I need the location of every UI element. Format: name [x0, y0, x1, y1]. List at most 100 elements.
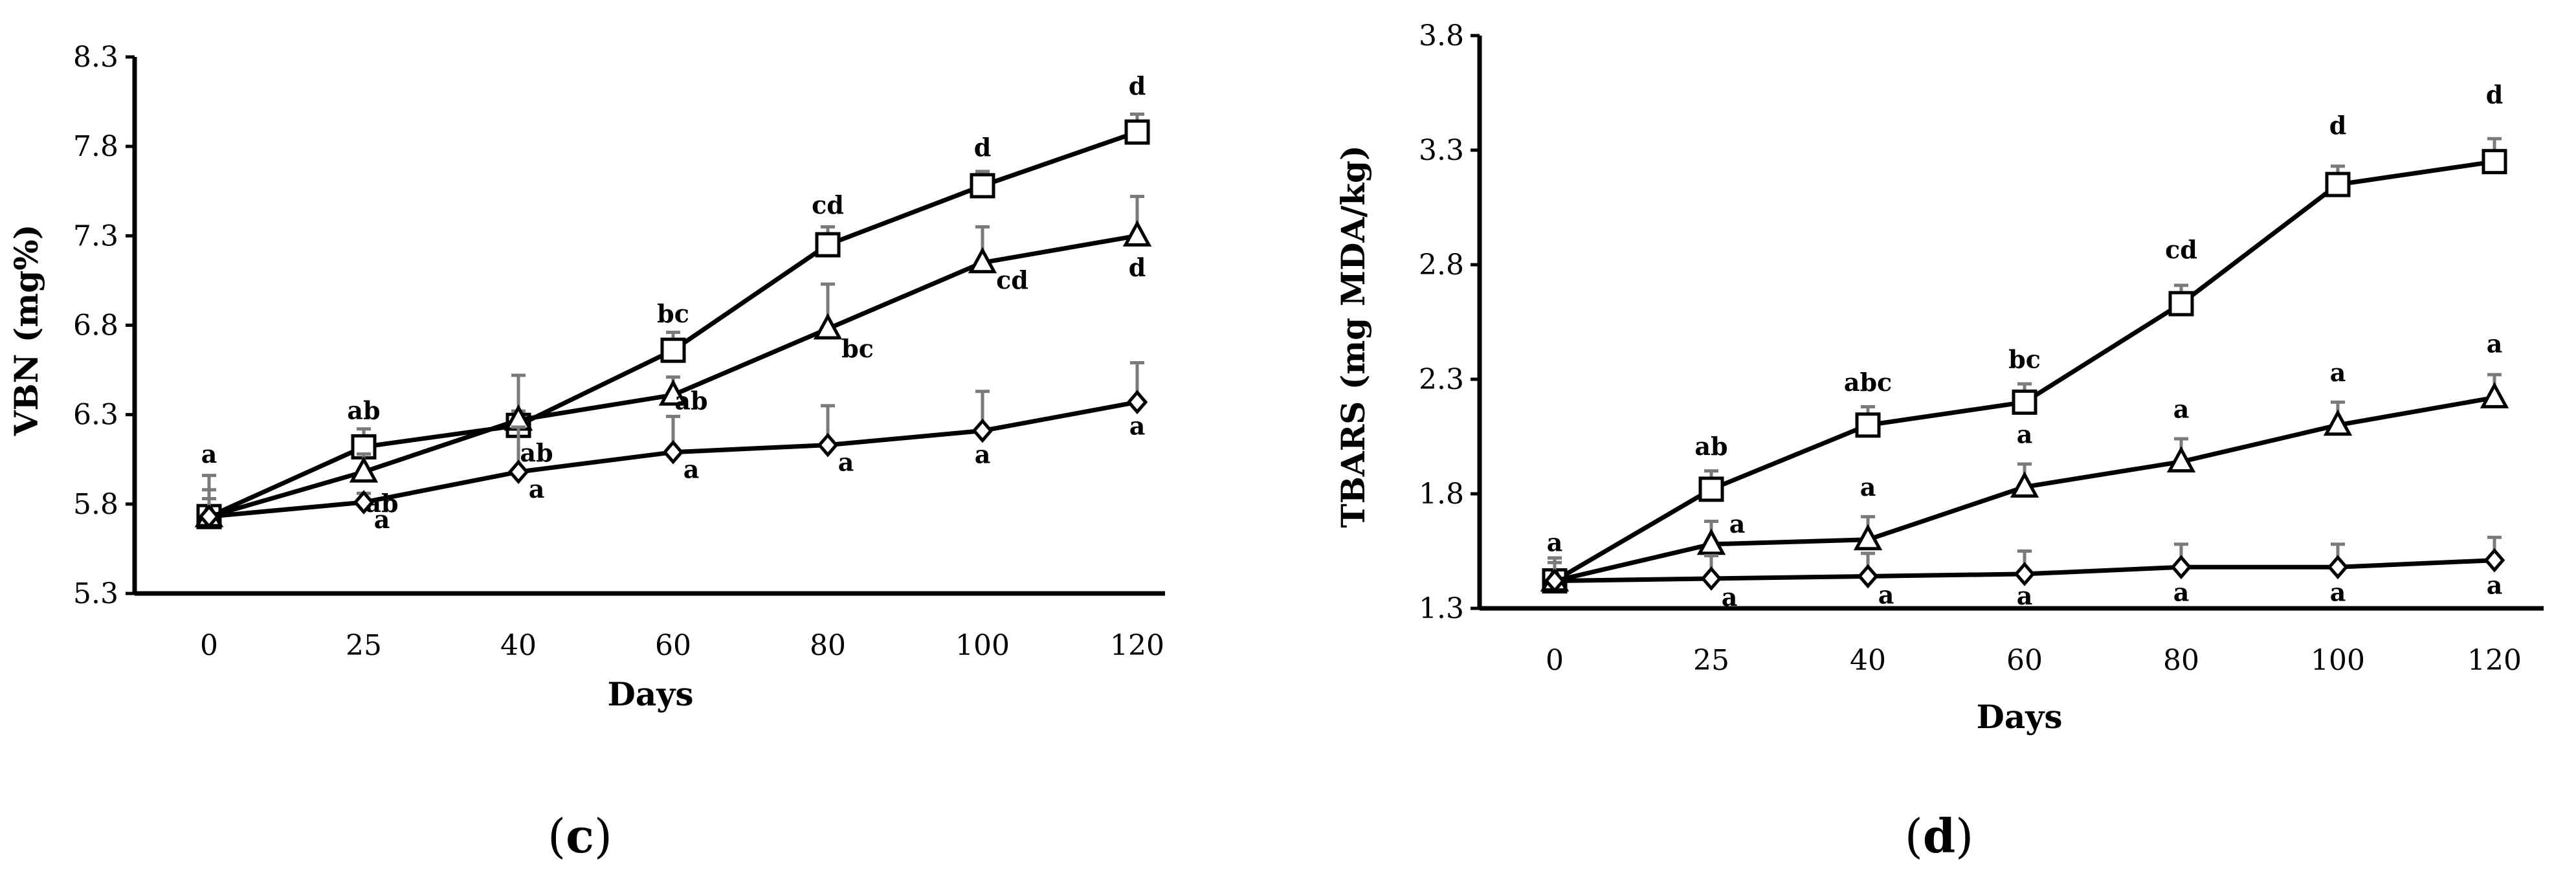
significance-label: a: [2330, 358, 2346, 387]
x-tick-label: 0: [1546, 644, 1564, 677]
significance-label: a: [2173, 577, 2190, 606]
data-point-square: [2325, 172, 2351, 197]
x-tick-label: 25: [346, 629, 382, 662]
data-point-diamond: [1857, 564, 1879, 589]
data-point-diamond: [2483, 548, 2505, 573]
data-point-triangle: [1122, 220, 1152, 247]
data-point-triangle: [968, 247, 997, 274]
data-point-square: [1698, 476, 1724, 502]
y-tick-label: 3.3: [1419, 134, 1464, 167]
x-tick-label: 120: [2467, 644, 2522, 677]
significance-label: cd: [2165, 235, 2197, 264]
data-point-square: [970, 173, 995, 199]
panel-d-letter: d: [1923, 808, 1955, 863]
data-point-diamond: [662, 439, 684, 465]
data-point-triangle: [1696, 528, 1726, 555]
x-tick-label: 0: [200, 629, 218, 662]
data-point-triangle: [2010, 471, 2039, 498]
series-square: a ab abc bc cd d d: [1542, 80, 2507, 594]
y-tick-label: 5.3: [73, 577, 118, 610]
panel-d-axes: 1.3 1.8 2.3 2.8 3.3 3.8 0 25 40 60 80 100 120: [1419, 19, 2544, 677]
panel-c-axes: 5.3 5.8 6.3 6.8 7.3 7.8 8.3 0 25 40 60 80 100 120: [73, 41, 1165, 662]
x-tick-label: 120: [1110, 629, 1164, 662]
x-tick-label: 25: [1693, 644, 1729, 677]
significance-label: cd: [996, 265, 1028, 294]
significance-label: ab: [1694, 432, 1727, 461]
y-tick-label: 3.8: [1419, 19, 1464, 52]
y-tick-label: 6.3: [73, 399, 118, 432]
panel-d-series: a ab abc bc cd d d a a a a a a a a a a a a: [1540, 80, 2509, 612]
significance-label: d: [1129, 252, 1146, 282]
data-point-triangle: [2323, 409, 2353, 436]
x-tick-label: 40: [500, 629, 537, 662]
panel-d-label: (d): [1905, 808, 1974, 863]
data-point-triangle: [2166, 446, 2196, 472]
data-point-diamond: [507, 460, 529, 484]
x-tick-label: 60: [655, 629, 691, 662]
significance-label: a: [1878, 580, 1894, 609]
significance-label: a: [2017, 419, 2033, 449]
significance-label: abc: [1844, 368, 1892, 397]
data-point-square: [2168, 291, 2194, 316]
y-tick-label: 7.8: [73, 130, 118, 163]
significance-label: d: [974, 133, 992, 162]
series-square: ab bc cd d d: [196, 71, 1150, 529]
data-point-diamond: [1126, 390, 1148, 415]
significance-label: ab: [520, 438, 553, 467]
data-point-square: [660, 337, 686, 363]
significance-label: a: [683, 455, 700, 484]
series-diamond: a a a a a a a: [198, 361, 1148, 534]
data-point-square: [1855, 412, 1881, 438]
data-point-triangle: [349, 456, 379, 483]
data-point-triangle: [813, 313, 843, 340]
significance-label: a: [529, 474, 545, 504]
significance-label: ab: [674, 386, 707, 415]
significance-label: a: [1860, 472, 1876, 502]
data-point-square: [815, 232, 841, 258]
significance-label: d: [2486, 80, 2504, 109]
y-tick-label: 2.8: [1419, 249, 1464, 282]
panel-d-x-axis-title: Days: [1977, 698, 2063, 736]
y-tick-label: 6.8: [73, 309, 118, 342]
data-point-diamond: [972, 418, 994, 443]
data-point-diamond: [2170, 555, 2192, 580]
significance-label: bc: [657, 299, 689, 328]
significance-label: a: [2173, 394, 2190, 423]
y-tick-label: 1.8: [1419, 478, 1464, 511]
significance-label: a: [1547, 528, 1563, 557]
panel-c-letter: c: [566, 808, 594, 863]
significance-label: a: [2487, 329, 2503, 358]
data-point-square: [2482, 149, 2507, 175]
series-triangle: ab ab ab bc cd d: [194, 195, 1152, 527]
y-tick-label: 2.3: [1419, 363, 1464, 396]
significance-label: a: [2017, 581, 2033, 610]
panel-c-vbn-chart: VBN (mg%) Days 5.3 5.8 6.3 6.8 7.3 7.8 8.3 0 25 4…: [7, 41, 1165, 863]
y-tick-label: 1.3: [1419, 592, 1464, 625]
significance-label: a: [2487, 571, 2503, 600]
y-tick-label: 5.8: [73, 488, 118, 521]
data-point-diamond: [817, 432, 839, 458]
data-point-diamond: [2014, 562, 2036, 586]
significance-label: a: [975, 440, 991, 469]
significance-label: a: [1729, 509, 1746, 538]
significance-label: bc: [841, 334, 874, 363]
data-point-diamond: [198, 504, 220, 529]
significance-label: ab: [347, 395, 380, 425]
data-point-square: [2012, 389, 2037, 415]
significance-label: a: [201, 439, 217, 469]
panel-c-label: (c): [548, 808, 612, 863]
x-tick-label: 40: [1850, 644, 1886, 677]
panel-d-y-axis-title: TBARS (mg MDA/kg): [1334, 145, 1372, 527]
significance-label: cd: [812, 190, 844, 219]
significance-label: d: [1129, 71, 1146, 100]
significance-label: a: [838, 448, 854, 477]
panel-d-tbars-chart: TBARS (mg MDA/kg) Days 1.3 1.8 2.3 2.8 3.3 3.…: [1334, 19, 2544, 863]
x-tick-label: 100: [2311, 644, 2365, 677]
data-point-triangle: [658, 379, 688, 406]
panel-c-y-axis-title: VBN (mg%): [7, 225, 45, 437]
x-tick-label: 80: [810, 629, 846, 662]
y-tick-label: 7.3: [73, 219, 118, 252]
